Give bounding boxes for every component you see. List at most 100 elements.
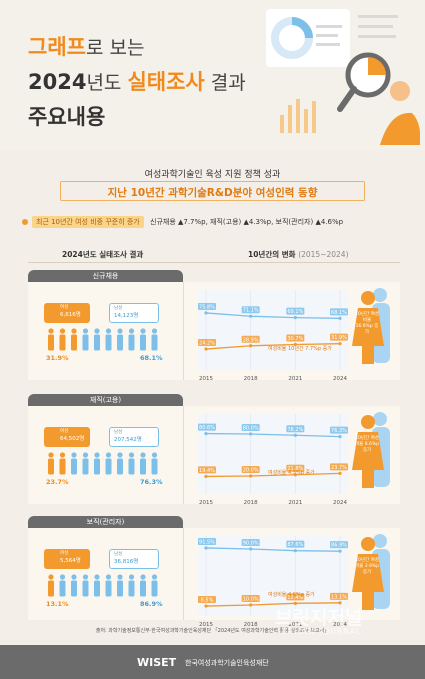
male-person-icon xyxy=(94,452,100,475)
male-count-pill: 남성 36,816명 xyxy=(109,549,159,569)
male-count-pill: 남성 207,542명 xyxy=(109,427,159,447)
male-person-icon xyxy=(140,574,146,597)
male-series-line xyxy=(205,312,341,319)
male-person-icon xyxy=(105,574,112,597)
data-label: 13.1% xyxy=(331,594,347,600)
person-head xyxy=(140,328,146,334)
male-label: 남성 xyxy=(114,430,123,435)
data-point xyxy=(249,344,253,348)
person-body xyxy=(128,334,135,351)
male-person-icon xyxy=(117,574,123,597)
data-label-bg xyxy=(241,539,260,546)
data-label-bg xyxy=(241,466,260,473)
x-tick-label: 2024 xyxy=(333,376,347,382)
person-body xyxy=(117,334,123,351)
bar-chart-icon xyxy=(280,99,316,133)
male-figure-head xyxy=(373,288,387,302)
data-label: 78.2% xyxy=(287,427,303,433)
wiset-logo: WISET xyxy=(137,656,177,669)
data-point xyxy=(204,311,208,315)
trend-line-chart: 80.6% 80.0% 78.2% 76.3% 19.4% 20.0% 21.8% 23.7%… xyxy=(198,414,348,506)
female-person-icon xyxy=(59,452,66,475)
people-icon-row xyxy=(48,574,158,597)
data-label-bg xyxy=(286,307,305,315)
data-label: 28.9% xyxy=(243,337,259,343)
female-person-icon xyxy=(48,574,54,597)
person-head xyxy=(105,574,112,580)
female-person-icon xyxy=(48,328,54,351)
female-label: 여성 xyxy=(60,429,69,434)
data-point xyxy=(249,603,253,607)
data-point xyxy=(204,347,208,351)
data-label-bg xyxy=(198,423,216,431)
person-body xyxy=(140,580,146,597)
person-head xyxy=(71,328,77,334)
data-point xyxy=(249,547,253,551)
x-tick-label: 2021 xyxy=(288,376,302,382)
figure-badge: 10년간 여성비율 16.6%p 증가 xyxy=(355,312,379,335)
data-label: 30.7% xyxy=(287,336,303,342)
x-tick-label: 2015 xyxy=(199,500,213,506)
person-head xyxy=(48,574,54,580)
person-head xyxy=(94,328,100,334)
female-person-icon xyxy=(71,328,77,351)
footer-bar xyxy=(0,645,425,679)
female-label: 여성 xyxy=(60,551,69,556)
data-point xyxy=(293,316,297,320)
male-series-line xyxy=(205,547,341,552)
person-body xyxy=(105,334,112,351)
person-head xyxy=(59,574,66,580)
data-label: 75.8% xyxy=(199,304,215,310)
data-label: 69.1% xyxy=(287,309,303,315)
data-point xyxy=(338,342,342,346)
data-point xyxy=(293,433,297,437)
female-figure-icon xyxy=(352,412,390,488)
male-person-icon xyxy=(82,328,89,351)
data-label: 24.2% xyxy=(199,341,215,347)
subtitle-policy: 여성과학기술인 육성 지원 정책 성과 xyxy=(144,170,281,180)
person-body xyxy=(71,458,77,475)
stats-summary: 신규채용 ▲7.7%p, 재직(고용) ▲4.3%p, 보직(관리자) ▲4.6… xyxy=(150,218,344,226)
person-body xyxy=(128,580,135,597)
person-body xyxy=(59,458,66,475)
person-body xyxy=(105,458,112,475)
data-point xyxy=(338,601,342,605)
data-point xyxy=(249,314,253,318)
person-body xyxy=(94,458,100,475)
data-point xyxy=(204,474,208,479)
male-person-icon xyxy=(71,574,77,597)
male-count: 14,123명 xyxy=(114,313,139,319)
watermark: 브릿지저널 xyxy=(275,607,363,629)
male-person-icon xyxy=(151,574,158,597)
person-body xyxy=(151,580,158,597)
male-person-icon xyxy=(140,452,146,475)
person-head xyxy=(151,574,158,580)
data-label-bg xyxy=(286,464,305,472)
person-head xyxy=(105,452,112,458)
data-label: 80.6% xyxy=(199,425,215,431)
x-tick-label: 2024 xyxy=(333,622,347,628)
male-person-icon xyxy=(117,452,123,475)
data-label-bg xyxy=(198,302,216,310)
data-point xyxy=(293,473,297,477)
data-label: 90.0% xyxy=(243,541,259,547)
data-point xyxy=(293,342,297,347)
change-note: 여성비율 4.3%p 증가 xyxy=(268,470,315,476)
male-count: 207,542명 xyxy=(114,437,142,443)
watermark-sub: BRIDGE JOURNAL xyxy=(282,627,362,636)
footer-org: 한국여성과학기술인육성재단 xyxy=(185,659,269,667)
male-person-icon xyxy=(105,328,112,351)
data-label-bg xyxy=(241,595,260,602)
female-percent: 13.1% xyxy=(46,600,69,608)
data-label: 71.1% xyxy=(243,308,259,314)
female-figure-head xyxy=(361,291,375,305)
data-label: 21.8% xyxy=(287,466,303,472)
male-person-icon xyxy=(82,574,89,597)
person-body xyxy=(140,458,146,475)
person-head xyxy=(59,452,66,458)
person-body xyxy=(151,458,158,475)
data-label: 68.1% xyxy=(331,310,347,316)
person-body xyxy=(82,334,89,351)
data-label: 31.9% xyxy=(331,335,347,341)
person-body xyxy=(59,580,66,597)
